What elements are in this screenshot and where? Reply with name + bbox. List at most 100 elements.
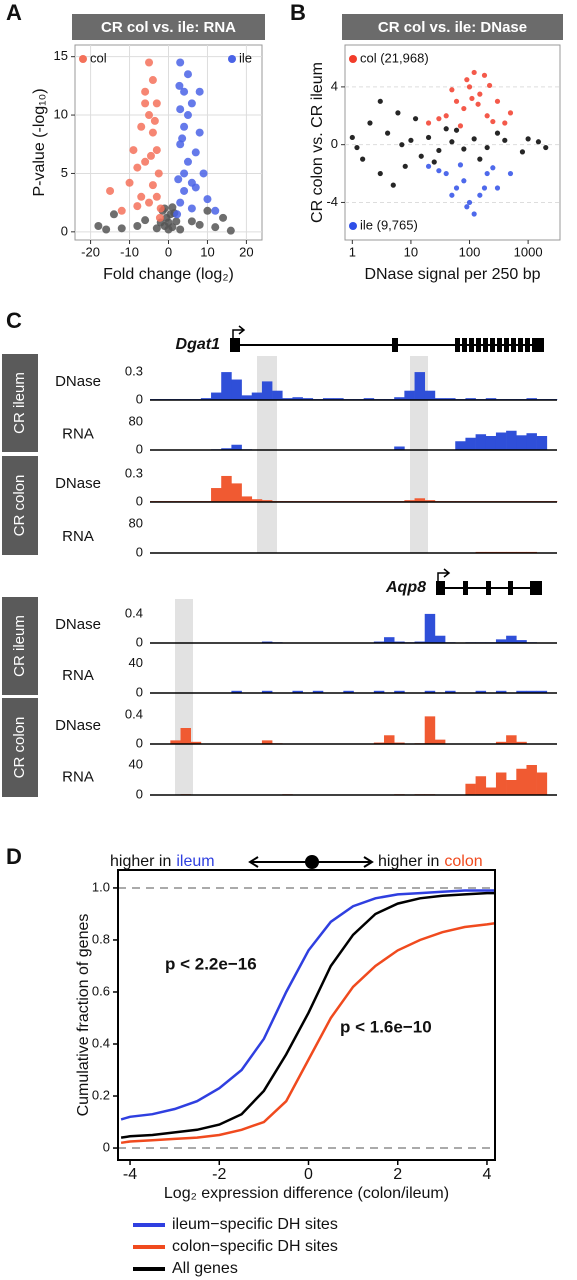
- signal-bin: [170, 740, 181, 744]
- data-point: [535, 139, 542, 145]
- gene-exon: [436, 581, 445, 595]
- signal-bin: [200, 398, 212, 400]
- signal-bin: [231, 483, 242, 502]
- gene-exon: [490, 338, 495, 352]
- x-axis-label: Log₂ expression difference (colon/ileum): [164, 1185, 449, 1202]
- header-text: higher in colon: [378, 853, 483, 870]
- title-box: [72, 14, 265, 40]
- signal-bin: [536, 690, 548, 693]
- gene-label: Dgat1: [176, 336, 221, 353]
- gene-exon: [497, 338, 502, 352]
- data-point: [183, 111, 192, 120]
- data-point: [195, 220, 204, 229]
- signal-bin: [333, 398, 344, 400]
- data-point: [461, 146, 467, 152]
- x-tick-label: 0: [304, 1166, 313, 1183]
- legend-label: col (21,968): [360, 50, 429, 65]
- data-point: [129, 146, 138, 155]
- group-box: [2, 354, 38, 452]
- y-tick-label: 0: [61, 223, 68, 238]
- data-point: [543, 144, 549, 151]
- data-point: [172, 217, 181, 226]
- signal-bin: [465, 398, 476, 400]
- data-point: [137, 192, 146, 201]
- gene-exon: [518, 338, 523, 352]
- signal-bin: [475, 690, 487, 693]
- signal-bin: [231, 379, 242, 400]
- title-box: [342, 14, 563, 40]
- group-label: CR colon: [11, 717, 28, 779]
- y-axis-label: P-value (-log₁₀): [31, 88, 48, 196]
- data-point: [453, 185, 460, 191]
- signal-bin: [495, 432, 507, 450]
- data-point: [141, 157, 150, 166]
- data-point: [203, 206, 212, 215]
- signal-bin: [394, 690, 405, 693]
- y-tick-label: 0.2: [92, 1087, 110, 1102]
- signal-bin: [516, 768, 527, 795]
- header-word: ileum: [176, 853, 214, 870]
- highlight: [257, 356, 277, 553]
- data-point: [436, 116, 442, 122]
- data-point: [494, 98, 501, 104]
- data-point: [164, 218, 173, 227]
- signal-bin: [485, 398, 497, 400]
- data-point: [449, 192, 455, 198]
- header-word: higher in: [378, 853, 439, 870]
- gene-exon: [462, 338, 467, 352]
- data-point: [425, 120, 432, 126]
- data-point: [402, 163, 408, 169]
- signal-bin: [516, 435, 527, 450]
- data-point: [156, 204, 165, 213]
- track-tick-label: 80: [129, 516, 143, 531]
- group-label: CR ileum: [11, 615, 28, 677]
- data-point: [145, 198, 154, 207]
- track-label: RNA: [62, 667, 94, 684]
- gene-exon: [504, 338, 509, 352]
- y-tick-label: 15: [54, 48, 68, 63]
- signal-bin: [312, 690, 324, 693]
- chart-title: CR col vs. ile: RNA: [101, 19, 236, 36]
- signal-bin: [526, 765, 537, 795]
- data-point: [174, 175, 183, 184]
- data-point: [102, 225, 111, 234]
- data-point: [195, 87, 204, 96]
- y-tick-label: -4: [326, 194, 338, 209]
- header-word: higher in: [110, 853, 171, 870]
- signal-bin: [251, 392, 263, 400]
- x-tick-label: 1: [349, 244, 356, 259]
- data-point: [461, 178, 467, 184]
- data-point: [106, 186, 115, 195]
- signal-bin: [302, 398, 314, 400]
- track-tick-label: 0: [136, 544, 143, 559]
- signal-bin: [526, 690, 537, 693]
- track-tick-label: 80: [129, 413, 143, 428]
- data-point: [507, 110, 514, 116]
- signal-bin: [180, 728, 191, 744]
- signal-bin: [516, 741, 527, 744]
- data-point: [187, 217, 196, 226]
- data-point: [187, 99, 196, 108]
- data-point: [176, 105, 185, 114]
- signal-bin: [526, 433, 537, 450]
- signal-bin: [424, 613, 436, 643]
- data-point: [494, 185, 501, 191]
- signal-bin: [506, 780, 517, 795]
- data-point: [471, 211, 477, 217]
- y-tick-label: 10: [54, 106, 68, 121]
- data-point: [145, 111, 154, 120]
- signal-bin: [384, 735, 395, 744]
- data-point: [484, 113, 490, 119]
- cdf-line: [120, 921, 497, 1145]
- data-point: [349, 134, 355, 141]
- header-text: higher in ileum: [110, 853, 215, 870]
- signal-bin: [292, 397, 303, 400]
- signal-bin: [231, 444, 242, 450]
- signal-bin: [221, 372, 232, 400]
- data-point: [178, 134, 187, 143]
- signal-bin: [261, 690, 273, 693]
- data-point: [418, 153, 424, 159]
- y-tick-label: 0.8: [92, 931, 110, 946]
- data-point: [187, 178, 196, 187]
- legend-marker: [349, 55, 357, 63]
